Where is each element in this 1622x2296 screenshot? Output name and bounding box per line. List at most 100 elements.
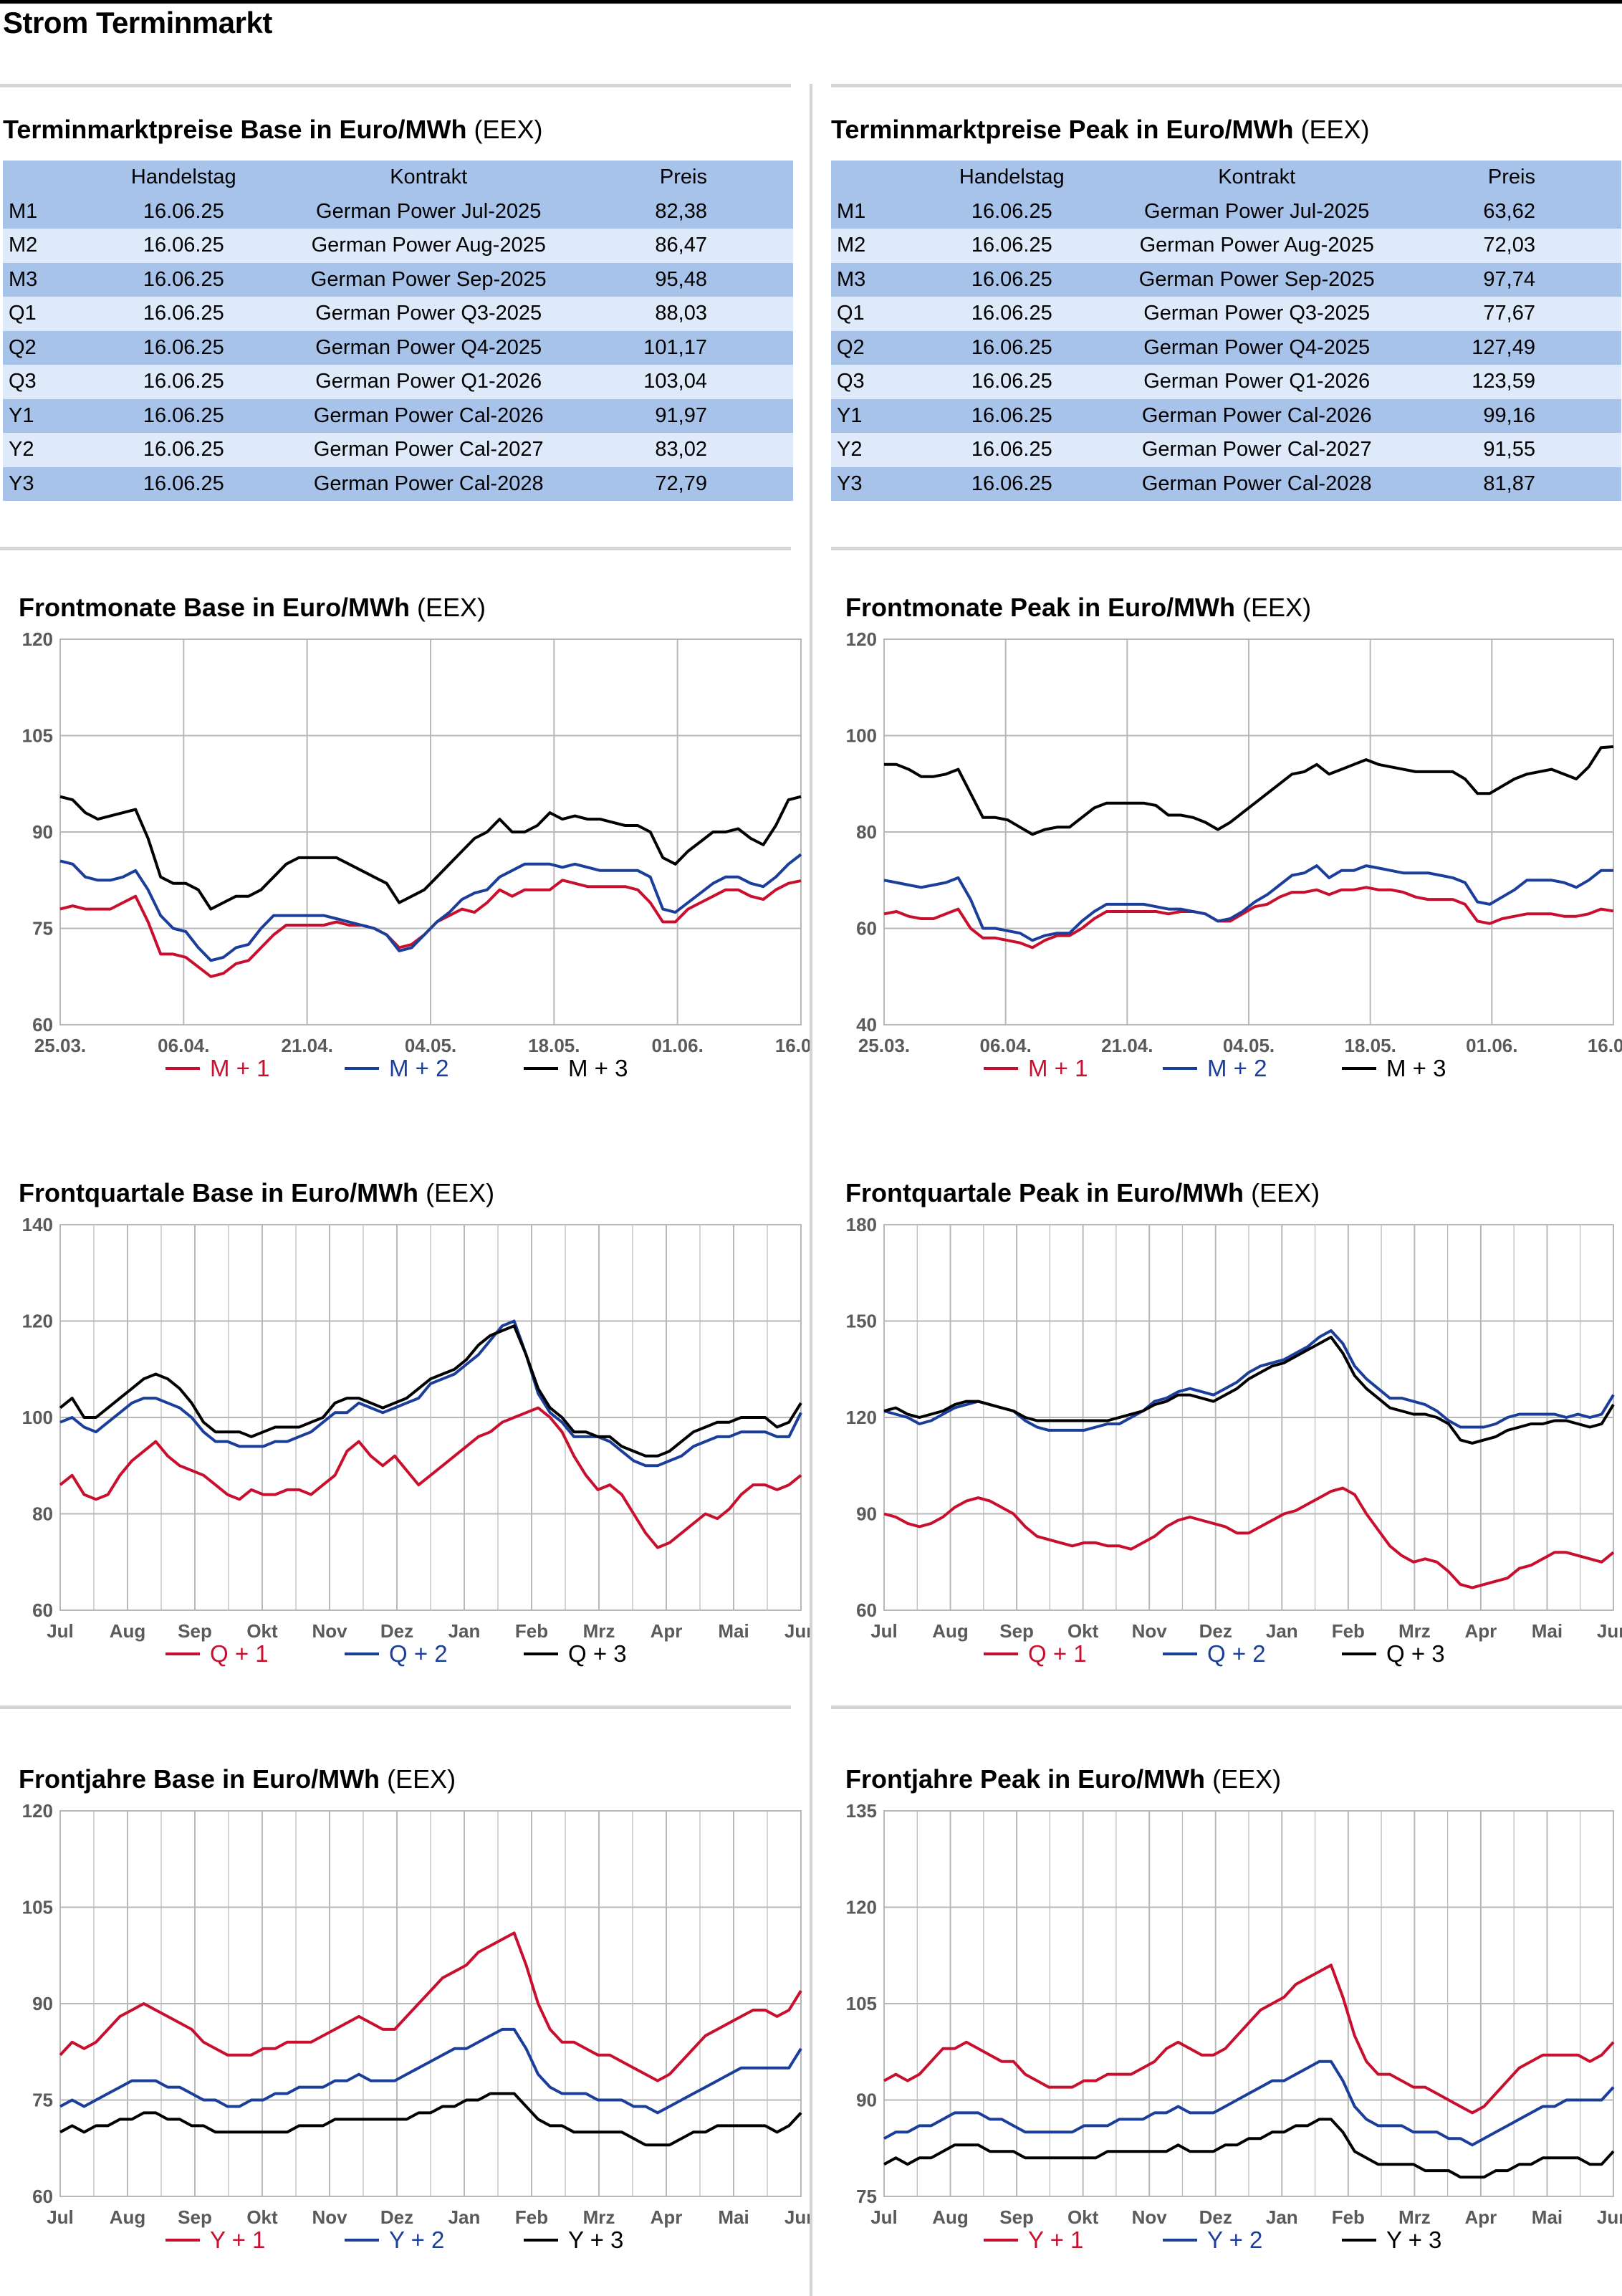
x-tick-label: Jun <box>784 1620 810 1642</box>
y-tick-label: 90 <box>32 1993 53 2014</box>
y-tick-label: 105 <box>846 1993 877 2014</box>
y-tick-label: 90 <box>856 2090 877 2111</box>
y-tick-label: 120 <box>22 631 53 650</box>
series-line-1 <box>883 886 1614 950</box>
x-tick-label: Mrz <box>583 2206 615 2228</box>
y-tick-label: 75 <box>856 2186 877 2207</box>
x-tick-label: Sep <box>999 2206 1034 2228</box>
table-cell: Q1 <box>9 302 37 325</box>
y-tick-label: 60 <box>856 918 877 939</box>
y-tick-label: 60 <box>32 2186 53 2207</box>
table-cell: Y3 <box>9 472 34 495</box>
table-cell: German Power Cal-2028 <box>313 472 544 495</box>
table-header-row: Handelstag Kontrakt Preis <box>831 161 1621 195</box>
divider <box>0 84 791 87</box>
divider <box>0 547 791 550</box>
x-tick-label: Mai <box>718 2206 749 2228</box>
chart-title-text: Frontmonate Peak in Euro/MWh <box>845 593 1236 622</box>
column-header <box>831 161 923 195</box>
x-tick-label: Apr <box>651 1620 683 1642</box>
table-row: M2 16.06.25 German Power Aug-2025 72,03 <box>831 229 1621 263</box>
y-tick-label: 140 <box>22 1216 53 1235</box>
table-cell: German Power Sep-2025 <box>1138 267 1375 291</box>
table-cell: German Power Q1-2026 <box>1143 370 1371 393</box>
table-cell: M3 <box>9 267 38 291</box>
x-tick-label: Nov <box>1132 1620 1168 1642</box>
legend-label: Q + 1 <box>210 1640 269 1667</box>
x-tick-label: Sep <box>999 1620 1034 1642</box>
chart-source: (EEX) <box>1242 593 1312 622</box>
table-cell: 16.06.25 <box>143 335 224 359</box>
divider <box>831 1706 1622 1709</box>
x-tick-label: Mai <box>718 1620 749 1642</box>
x-tick-label: 04.05. <box>1223 1035 1275 1056</box>
x-tick-label: Aug <box>110 1620 146 1642</box>
table-cell: 83,02 <box>655 438 707 461</box>
table-row: Y2 16.06.25 German Power Cal-2027 83,02 <box>3 433 793 467</box>
x-tick-label: Okt <box>1067 1620 1099 1642</box>
table-cell: 16.06.25 <box>143 370 224 393</box>
table-cell: German Power Q3-2025 <box>1143 302 1371 325</box>
legend-label: Y + 3 <box>568 2226 623 2253</box>
legend-label: Y + 2 <box>1207 2226 1262 2253</box>
x-tick-label: Feb <box>1332 1620 1365 1642</box>
y-tick-label: 120 <box>22 1311 53 1332</box>
table-cell: 16.06.25 <box>971 472 1052 495</box>
table-cell: 16.06.25 <box>971 438 1052 461</box>
x-tick-label: Sep <box>178 1620 212 1642</box>
table-row: Y1 16.06.25 German Power Cal-2026 99,16 <box>831 398 1621 433</box>
legend-label: Q + 3 <box>568 1640 627 1667</box>
divider <box>831 547 1622 550</box>
series-line-1 <box>883 1486 1615 1589</box>
x-tick-label: Feb <box>1332 2206 1365 2228</box>
series-line-3 <box>59 2092 802 2147</box>
column-header: Preis <box>1487 166 1535 189</box>
table-cell: Y2 <box>837 438 863 461</box>
x-tick-label: 18.05. <box>528 1035 580 1056</box>
table-cell: German Power Cal-2027 <box>1141 438 1372 461</box>
x-tick-label: Jan <box>1266 2206 1298 2228</box>
table-row: Y2 16.06.25 German Power Cal-2027 91,55 <box>831 433 1621 467</box>
legend-label: Q + 2 <box>389 1640 448 1667</box>
y-tick-label: 120 <box>846 1407 877 1428</box>
series-line-2 <box>883 864 1613 942</box>
chart-source: (EEX) <box>1251 1178 1320 1207</box>
x-tick-label: Apr <box>1465 2206 1497 2228</box>
divider <box>0 1706 791 1709</box>
series-line-2 <box>59 2027 802 2115</box>
x-tick-label: Jun <box>784 2206 810 2228</box>
x-tick-label: Mai <box>1532 1620 1563 1642</box>
table-cell: German Power Sep-2025 <box>310 267 547 291</box>
legend-label: Y + 1 <box>210 2226 265 2253</box>
table-cell: 16.06.25 <box>971 370 1052 393</box>
y-tick-label: 60 <box>856 1599 877 1621</box>
x-tick-label: Jan <box>448 1620 481 1642</box>
table-cell: 101,17 <box>643 335 707 359</box>
legend-label: M + 1 <box>210 1055 269 1081</box>
x-tick-label: 18.05. <box>1345 1035 1396 1056</box>
series-line-3 <box>884 745 1614 836</box>
chart-title-text: Frontjahre Base in Euro/MWh <box>19 1764 380 1794</box>
legend-label: Q + 1 <box>1028 1640 1087 1667</box>
table-cell: German Power Cal-2026 <box>313 403 544 427</box>
divider <box>831 84 1622 87</box>
table-cell: 77,67 <box>1483 302 1535 325</box>
x-tick-label: Jan <box>448 2206 481 2228</box>
table-cell: 16.06.25 <box>143 438 224 461</box>
table-cell: 97,74 <box>1483 267 1535 291</box>
y-tick-label: 90 <box>32 821 53 843</box>
chart-title-text: Frontjahre Peak in Euro/MWh <box>845 1764 1206 1794</box>
x-tick-label: Nov <box>312 1620 347 1642</box>
table-row: M1 16.06.25 German Power Jul-2025 63,62 <box>831 194 1621 229</box>
x-tick-label: Apr <box>651 2206 683 2228</box>
x-tick-label: 01.06. <box>652 1035 704 1056</box>
table-cell: 123,59 <box>1472 370 1535 393</box>
x-tick-label: Aug <box>110 2206 146 2228</box>
x-tick-label: Jun <box>1597 2206 1622 2228</box>
table-row: M3 16.06.25 German Power Sep-2025 97,74 <box>831 262 1621 297</box>
table-cell: German Power Jul-2025 <box>1144 199 1370 223</box>
x-tick-label: Mrz <box>1398 1620 1431 1642</box>
x-tick-label: Jul <box>47 1620 74 1642</box>
legend-label: Q + 2 <box>1207 1640 1266 1667</box>
table-cell: 82,38 <box>655 199 707 223</box>
